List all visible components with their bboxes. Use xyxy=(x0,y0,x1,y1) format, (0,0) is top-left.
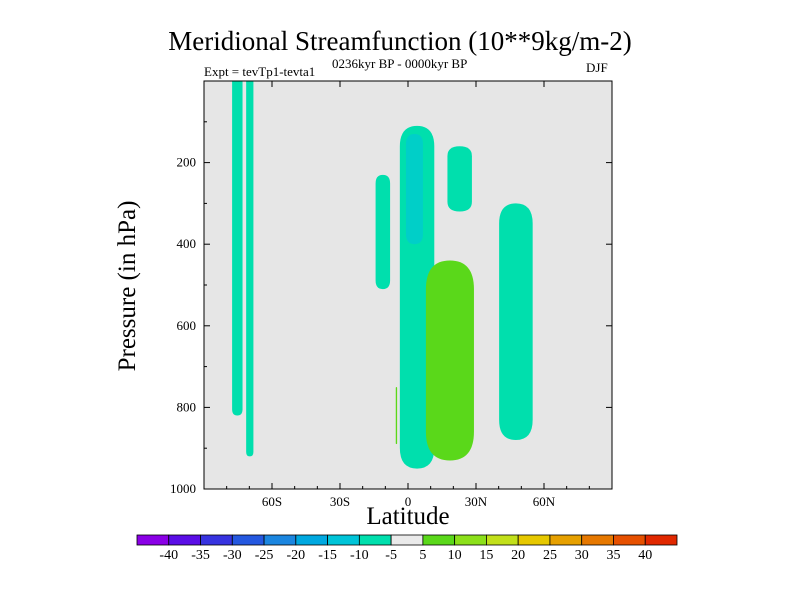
colorbar-box xyxy=(231,534,265,546)
y-axis: 200 400 600 800 1000 xyxy=(170,121,612,496)
colorbar-box xyxy=(136,534,170,546)
contour-equatorial-positive-sliver xyxy=(395,387,398,445)
y-tick-label: 1000 xyxy=(170,481,196,496)
colorbar-label: -25 xyxy=(255,548,274,563)
contour-equatorial-core xyxy=(405,134,423,245)
colorbar-box xyxy=(168,534,201,546)
y-tick-label: 400 xyxy=(177,236,197,251)
colorbar-label: 20 xyxy=(511,548,525,563)
colorbar-label: -30 xyxy=(223,548,242,563)
time-range-label: 0236kyr BP - 0000kyr BP xyxy=(332,56,468,71)
colorbar: -40 -35 -30 -25 -20 -15 -10 -5 5 10 15 20 25 30 35 40 xyxy=(136,534,678,563)
colorbar-label: -20 xyxy=(286,548,305,563)
x-tick-label: 60S xyxy=(262,494,282,509)
contour-regions xyxy=(232,81,533,469)
colorbar-label: -35 xyxy=(191,548,210,563)
colorbar-label: -15 xyxy=(318,548,337,563)
x-tick-label: 60N xyxy=(533,494,556,509)
colorbar-label: 10 xyxy=(448,548,462,563)
x-axis-label: Latitude xyxy=(366,503,450,530)
x-tick-label: 0 xyxy=(405,494,412,509)
chart-title: Meridional Streamfunction (10**9kg/m-2) xyxy=(168,26,632,56)
contour-tropical-cell-south xyxy=(375,174,391,290)
experiment-label: Expt = tevTp1-tevta1 xyxy=(204,64,316,79)
colorbar-label: 5 xyxy=(419,548,426,563)
colorbar-box xyxy=(327,534,360,546)
y-tick-label: 200 xyxy=(177,155,197,170)
x-axis: 60S 30S 0 30N 60N xyxy=(226,81,590,509)
colorbar-box xyxy=(581,534,614,546)
colorbar-label: -5 xyxy=(385,548,397,563)
contour-nh-positive-cell xyxy=(425,260,474,461)
contour-sh-column-2 xyxy=(246,81,254,457)
contour-nh-midlat-cell xyxy=(499,203,533,441)
contour-sh-column-1 xyxy=(232,81,243,416)
colorbar-box xyxy=(200,534,233,546)
colorbar-label: 15 xyxy=(479,548,493,563)
colorbar-box xyxy=(295,534,328,546)
y-tick-label: 600 xyxy=(177,318,197,333)
x-tick-label: 30S xyxy=(330,494,350,509)
y-axis-label: Pressure (in hPa) xyxy=(114,200,141,372)
colorbar-label: 40 xyxy=(638,548,652,563)
colorbar-box xyxy=(486,534,519,546)
colorbar-label: -40 xyxy=(159,548,178,563)
x-tick-label: 30N xyxy=(465,494,488,509)
colorbar-label: 35 xyxy=(606,548,620,563)
colorbar-box xyxy=(422,534,456,546)
colorbar-label: -10 xyxy=(350,548,369,563)
colorbar-label: 25 xyxy=(543,548,557,563)
colorbar-box xyxy=(549,534,583,546)
season-label: DJF xyxy=(586,60,608,75)
colorbar-box xyxy=(390,534,424,546)
y-tick-label: 800 xyxy=(177,399,197,414)
contour-subtropical-small-cell xyxy=(447,146,472,212)
colorbar-box xyxy=(517,534,551,546)
colorbar-box xyxy=(613,534,646,546)
colorbar-label: 30 xyxy=(575,548,589,563)
colorbar-box xyxy=(644,534,678,546)
colorbar-box xyxy=(358,534,392,546)
colorbar-box xyxy=(263,534,297,546)
colorbar-box xyxy=(454,534,487,546)
